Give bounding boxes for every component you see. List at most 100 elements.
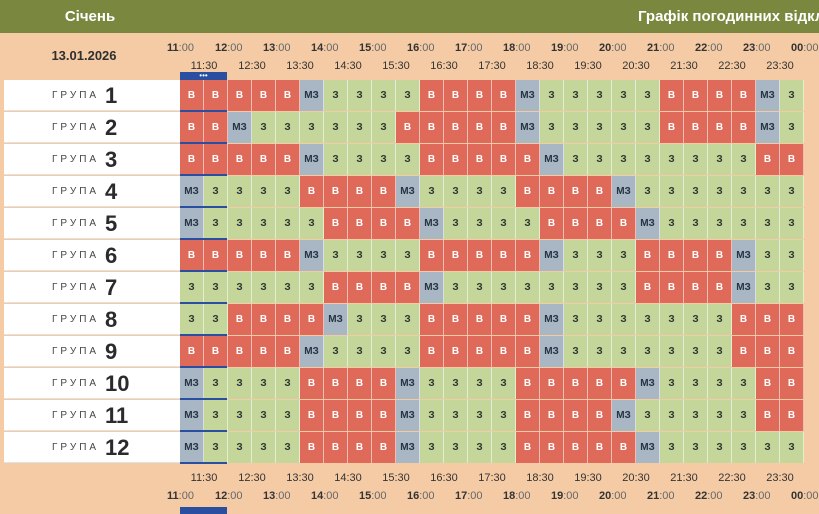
schedule-cell-v: В (612, 368, 636, 399)
schedule-cell-mz: МЗ (180, 208, 204, 239)
minute-value: :00 (178, 42, 194, 54)
group-name: ГРУПА 9 (4, 336, 180, 367)
schedule-cell-v: В (348, 176, 372, 207)
schedule-cell-v: В (564, 368, 588, 399)
page-title: Графік погодинних відкл (638, 8, 819, 25)
hour-value: 12 (215, 490, 228, 502)
schedule-cell-z: З (204, 432, 228, 463)
hour-value: 11 (167, 42, 179, 54)
schedule-cell-z: З (756, 208, 780, 239)
schedule-cell-mz: МЗ (756, 112, 780, 143)
schedule-cell-v: В (348, 432, 372, 463)
schedule-cell-v: В (468, 144, 492, 175)
bottom-half-hour-label: 11:30 (190, 472, 218, 484)
group-name: ГРУПА 3 (4, 144, 180, 175)
bottom-half-hour-label: 16:30 (430, 472, 458, 484)
schedule-cell-v: В (708, 272, 732, 303)
schedule-cell-v: В (756, 144, 780, 175)
schedule-cell-v: В (252, 336, 276, 367)
current-time-marker: ••• (180, 72, 227, 80)
minute-value: :00 (707, 490, 723, 502)
minute-value: :00 (275, 42, 291, 54)
group-label: ГРУПА (52, 346, 100, 357)
schedule-cell-mz: МЗ (636, 432, 660, 463)
schedule-cell-v: В (492, 80, 516, 111)
schedule-cell-z: З (324, 80, 348, 111)
top-half-hour-label: 16:30 (430, 60, 458, 72)
schedule-cell-z: З (684, 208, 708, 239)
schedule-cell-z: З (468, 176, 492, 207)
group-name: ГРУПА 11 (4, 400, 180, 431)
schedule-cell-v: В (252, 144, 276, 175)
schedule-cell-mz: МЗ (636, 208, 660, 239)
schedule-cell-v: В (300, 400, 324, 431)
schedule-cell-z: З (228, 432, 252, 463)
schedule-cell-mz: МЗ (540, 336, 564, 367)
schedule-cell-z: З (492, 272, 516, 303)
schedule-cell-z: З (372, 112, 396, 143)
top-half-hour-label: 18:30 (526, 60, 554, 72)
bottom-hour-label: 20:00 (599, 488, 627, 504)
schedule-cell-v: В (228, 240, 252, 271)
schedule-cell-mz: МЗ (396, 400, 420, 431)
schedule-cell-v: В (492, 240, 516, 271)
minute-value: :00 (755, 42, 771, 54)
hour-value: 21 (647, 490, 660, 502)
schedule-cell-v: В (732, 336, 756, 367)
schedule-cell-z: З (540, 80, 564, 111)
schedule-cell-z: З (564, 144, 588, 175)
schedule-cell-z: З (252, 432, 276, 463)
schedule-cell-v: В (324, 400, 348, 431)
minute-value: :00 (659, 490, 675, 502)
schedule-cell-z: З (396, 336, 420, 367)
schedule-cell-mz: МЗ (420, 208, 444, 239)
minute-value: :00 (803, 490, 819, 502)
schedule-cell-v: В (516, 432, 540, 463)
hour-value: 12 (215, 42, 228, 54)
group-name: ГРУПА 12 (4, 432, 180, 463)
schedule-cell-z: З (636, 304, 660, 335)
schedule-cell-v: В (300, 176, 324, 207)
bottom-half-hour-label: 20:30 (622, 472, 650, 484)
schedule-cell-z: З (348, 304, 372, 335)
schedule-cell-z: З (684, 368, 708, 399)
top-half-hour-label: 11:30 (190, 60, 218, 72)
schedule-cell-v: В (252, 240, 276, 271)
schedule-cell-mz: МЗ (300, 336, 324, 367)
group-number: 9 (105, 339, 118, 364)
group-label: ГРУПА (52, 218, 100, 229)
top-half-hour-label: 12:30 (238, 60, 266, 72)
schedule-cell-v: В (540, 432, 564, 463)
schedule-cell-z: З (372, 240, 396, 271)
schedule-cell-v: В (276, 336, 300, 367)
top-half-hour-label: 23:30 (766, 60, 794, 72)
schedule-cell-mz: МЗ (396, 176, 420, 207)
group-row: ГРУПА 7 З З З З З З В В В В МЗ З З З З З З З З В В В В МЗ З З (0, 272, 819, 304)
schedule-cell-z: З (444, 432, 468, 463)
schedule-cell-z: З (684, 336, 708, 367)
schedule-cell-z: З (612, 144, 636, 175)
schedule-cell-mz: МЗ (180, 368, 204, 399)
hour-value: 00 (791, 42, 804, 54)
schedule-cell-v: В (276, 80, 300, 111)
schedule-cell-v: В (324, 272, 348, 303)
top-hour-label: 21:00 (647, 40, 675, 56)
minute-value: :00 (419, 42, 435, 54)
schedule-cell-z: З (252, 400, 276, 431)
schedule-cell-v: В (348, 208, 372, 239)
schedule-cell-z: З (276, 208, 300, 239)
schedule-cell-v: В (588, 176, 612, 207)
minute-value: :00 (323, 490, 339, 502)
schedule-cell-v: В (588, 400, 612, 431)
schedule-cell-v: В (420, 80, 444, 111)
schedule-cell-v: В (684, 112, 708, 143)
bottom-hour-label: 21:00 (647, 488, 675, 504)
schedule-cell-v: В (276, 144, 300, 175)
schedule-cell-z: З (588, 112, 612, 143)
schedule-cell-mz: МЗ (300, 144, 324, 175)
schedule-cell-mz: МЗ (612, 176, 636, 207)
schedule-cell-v: В (492, 144, 516, 175)
schedule-cell-v: В (444, 304, 468, 335)
hour-header-bottom: 11:00 12:00 13:00 14:00 15:00 16:00 17:00 18:00… (0, 488, 819, 504)
minute-value: :00 (515, 490, 531, 502)
